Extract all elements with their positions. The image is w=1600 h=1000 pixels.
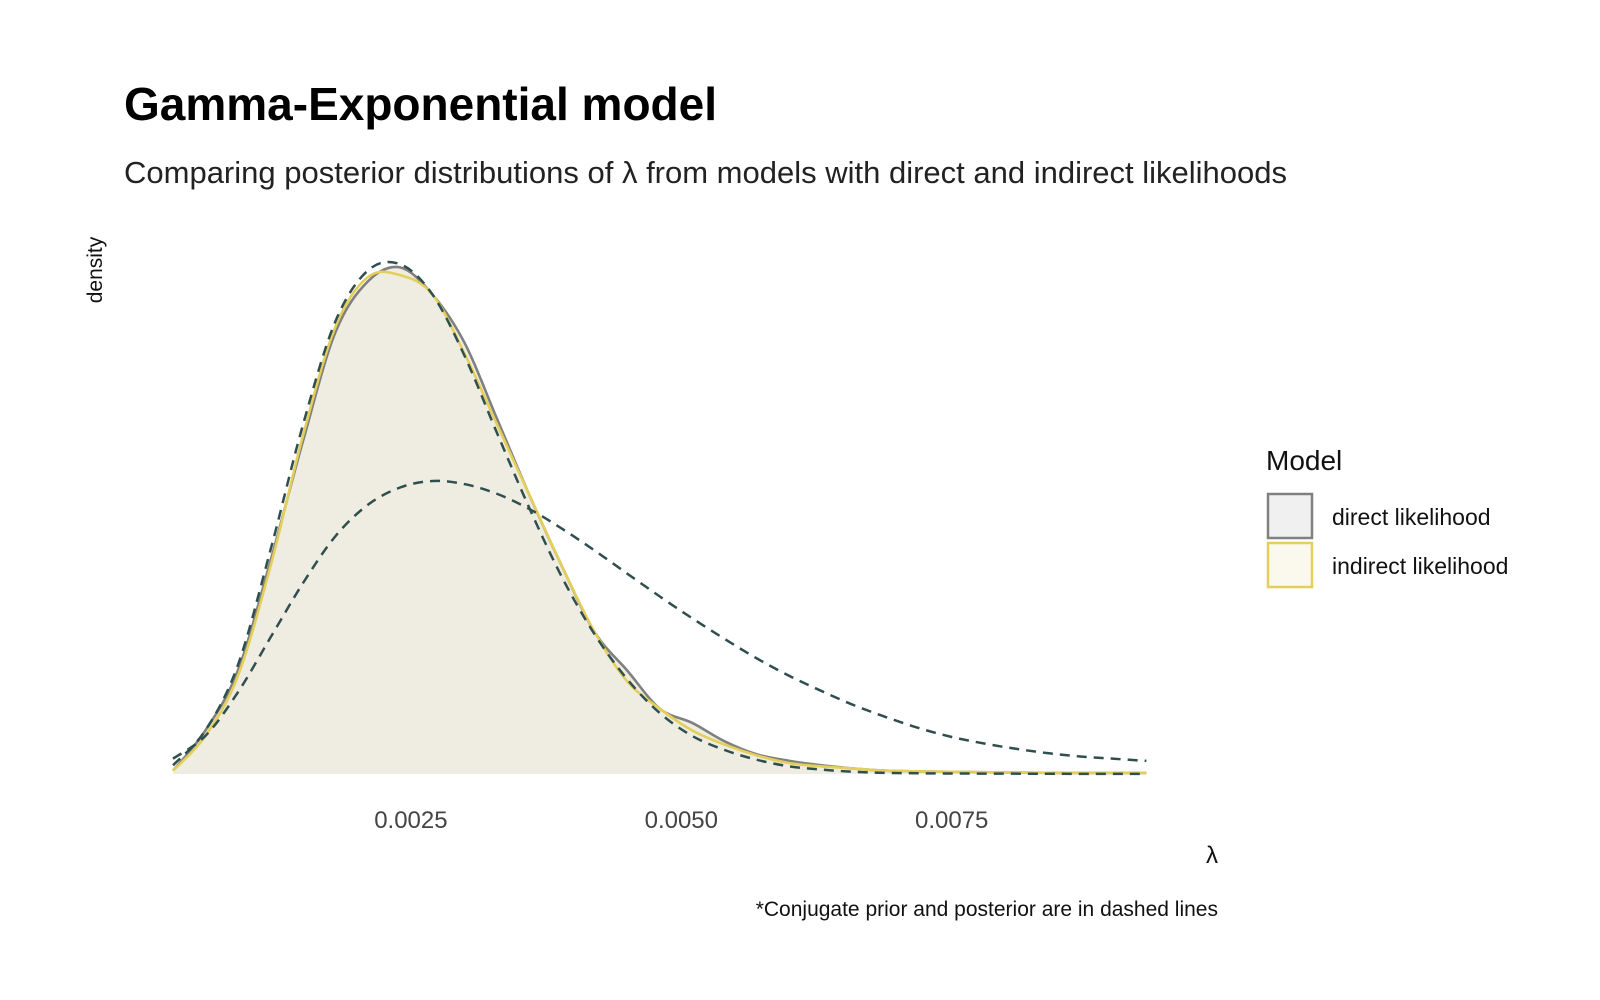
x-tick-label: 0.0075 bbox=[915, 807, 988, 834]
x-axis-title: λ bbox=[1206, 842, 1218, 869]
legend-key-indirect-likelihood bbox=[1266, 541, 1314, 589]
x-axis-ticks: 0.0025 0.0050 0.0075 bbox=[374, 807, 988, 834]
legend-key-direct-likelihood bbox=[1266, 492, 1314, 540]
chart-caption: *Conjugate prior and posterior are in da… bbox=[756, 898, 1218, 921]
legend: Model direct likelihood indirect likelih… bbox=[1266, 445, 1508, 589]
legend-label-indirect-likelihood: indirect likelihood bbox=[1332, 553, 1508, 579]
chart-subtitle: Comparing posterior distributions of λ f… bbox=[124, 155, 1287, 190]
line-indirect-likelihood bbox=[172, 270, 1147, 775]
legend-label-direct-likelihood: direct likelihood bbox=[1332, 504, 1491, 530]
y-axis-title: density bbox=[84, 236, 107, 303]
chart-title: Gamma-Exponential model bbox=[124, 78, 717, 130]
legend-title: Model bbox=[1266, 445, 1342, 476]
x-tick-label: 0.0050 bbox=[645, 807, 718, 834]
plot-area bbox=[171, 260, 1147, 776]
line-conjugate-prior bbox=[172, 479, 1147, 763]
x-tick-label: 0.0025 bbox=[374, 807, 447, 834]
area-direct-likelihood bbox=[173, 266, 1147, 774]
